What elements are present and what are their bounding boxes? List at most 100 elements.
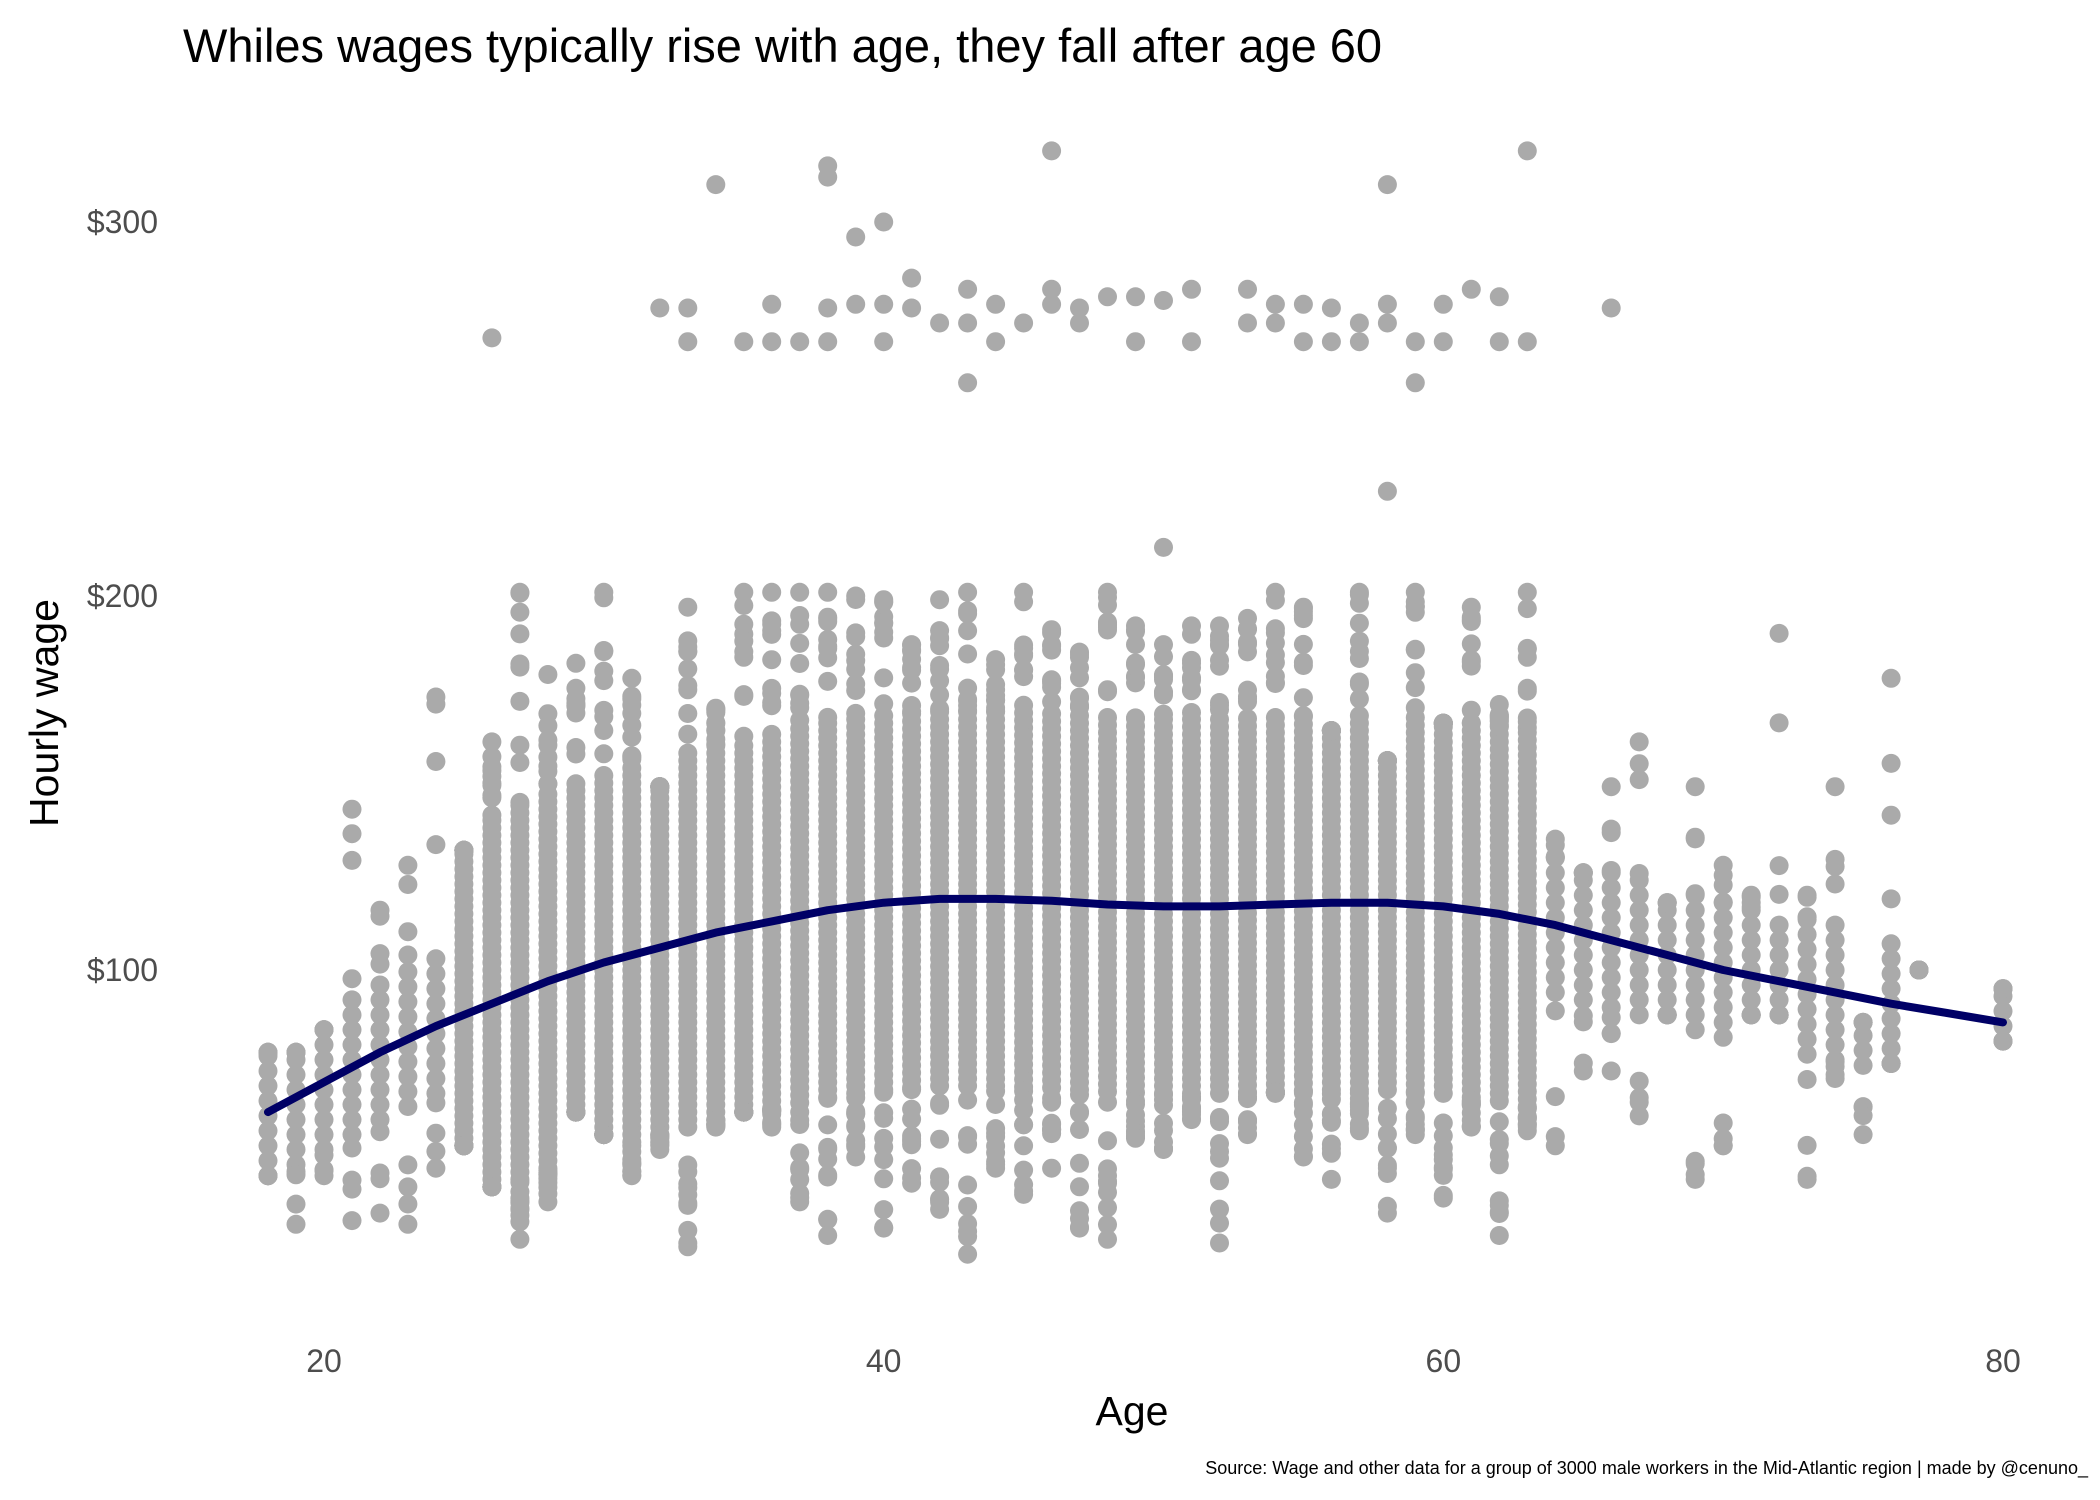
data-point [1713,908,1733,928]
data-point [1797,925,1817,944]
data-point [874,1218,894,1238]
data-point [1070,658,1089,678]
data-point [1601,982,1621,1002]
data-point [1126,635,1145,654]
data-point [1070,1085,1089,1105]
data-point [1853,1040,1873,1060]
data-point [342,1125,362,1145]
data-point [1657,915,1677,935]
data-point [1489,1226,1509,1245]
data-point [930,1199,950,1219]
data-point [342,850,362,870]
data-point [1042,1113,1062,1133]
data-point [1909,960,1929,980]
data-point [986,1123,1006,1143]
data-point [930,628,950,648]
data-point [1210,1233,1229,1253]
data-point [1489,695,1509,714]
data-point [1545,1001,1565,1021]
data-point [1126,332,1145,352]
data-point [342,1138,362,1158]
data-point [398,855,418,875]
data-point [426,1054,446,1073]
data-point [1517,647,1537,667]
data-point [706,1117,726,1137]
data-point [538,665,558,684]
data-point [1349,332,1369,352]
data-point [874,1128,894,1148]
data-point [762,693,782,712]
data-point [1405,332,1425,352]
data-point [1265,666,1285,686]
data-point [986,1095,1006,1114]
data-point [818,582,838,602]
data-point [762,678,782,698]
data-point [790,684,810,704]
data-point [594,1125,614,1145]
data-point [1713,982,1733,1002]
data-point [1797,1044,1817,1064]
data-point [426,949,446,969]
data-point [1377,751,1397,771]
data-point [762,624,782,644]
data-point [454,1136,474,1156]
data-point [426,1039,446,1058]
data-point [930,1093,950,1113]
data-point [1769,856,1789,876]
data-point [1881,1009,1901,1029]
data-point [1433,1165,1453,1185]
data-point [1545,893,1565,913]
data-point [1489,332,1509,352]
data-point [1405,1125,1425,1145]
data-point [734,614,754,634]
data-point [1126,708,1145,728]
data-point [1070,313,1089,333]
data-point [398,1052,418,1072]
data-point [678,1162,698,1182]
data-point [1070,298,1089,318]
trend-line [264,894,2007,1117]
data-point [1210,700,1229,720]
data-point [1349,613,1369,633]
data-point [1517,1121,1537,1141]
data-point [678,704,698,723]
data-point [1545,938,1565,958]
data-point [426,1158,446,1178]
data-point [1405,678,1425,698]
data-point [482,328,502,348]
data-point [370,900,390,920]
data-point [1154,291,1173,310]
data-point [1377,1203,1397,1223]
data-point [678,641,698,661]
data-point [1573,960,1593,980]
data-point [314,1125,334,1145]
data-point [1573,990,1593,1010]
data-point [258,1151,278,1171]
data-point [846,1088,866,1108]
data-point [1461,700,1481,720]
data-point [1769,915,1789,935]
data-point [874,294,894,314]
data-point [1629,990,1649,1010]
data-point [1098,1182,1117,1202]
data-point [538,1192,558,1212]
data-point [930,1129,950,1149]
data-point [1042,1092,1062,1112]
scatter-points [258,141,2013,1264]
data-point [1545,968,1565,987]
data-point [622,1166,642,1186]
data-point [678,659,698,679]
data-point [510,582,530,602]
data-point [1405,597,1425,617]
data-point [482,1177,502,1197]
data-point [1713,923,1733,943]
data-point [1238,313,1257,333]
data-point [846,674,866,694]
data-point [1685,1154,1705,1174]
data-point [510,753,530,772]
data-point [1293,1095,1313,1115]
data-point [1685,1020,1705,1040]
data-point [1238,608,1257,628]
data-point [1545,863,1565,883]
data-point [1461,634,1481,654]
